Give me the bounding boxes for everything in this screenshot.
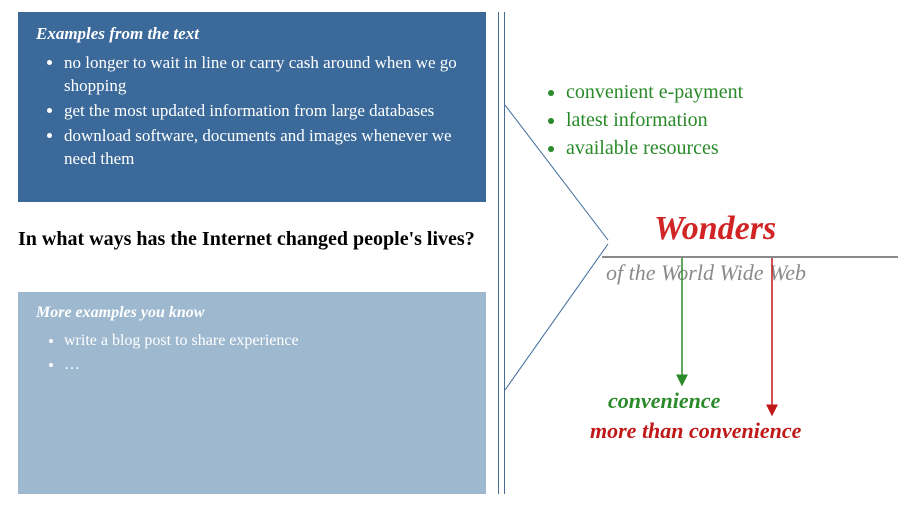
box-bottom-title: More examples you know: [36, 304, 468, 322]
box-top-list: no longer to wait in line or carry cash …: [36, 52, 468, 171]
box-top-title: Examples from the text: [36, 24, 468, 44]
list-item: available resources: [566, 134, 743, 162]
list-item: no longer to wait in line or carry cash …: [64, 52, 468, 98]
list-item: get the most updated information from la…: [64, 100, 468, 123]
more-than-convenience-label: more than convenience: [590, 418, 801, 444]
list-item: …: [64, 354, 468, 376]
convenience-label: convenience: [608, 388, 720, 414]
box-bottom-list: write a blog post to share experience …: [36, 330, 468, 375]
title-underline: [602, 256, 898, 258]
vertical-divider: [498, 12, 499, 494]
wonders-title: Wonders: [654, 210, 776, 248]
main-question: In what ways has the Internet changed pe…: [18, 228, 475, 251]
list-item: write a blog post to share experience: [64, 330, 468, 352]
more-examples-box: More examples you know write a blog post…: [18, 292, 486, 494]
examples-from-text-box: Examples from the text no longer to wait…: [18, 12, 486, 202]
list-item: convenient e-payment: [566, 78, 743, 106]
vertical-divider: [504, 12, 505, 494]
connector-line: [505, 244, 608, 390]
wonders-subtitle: of the World Wide Web: [606, 260, 806, 286]
list-item: latest information: [566, 106, 743, 134]
list-item: download software, documents and images …: [64, 125, 468, 171]
green-summary-list: convenient e-payment latest information …: [542, 78, 743, 162]
